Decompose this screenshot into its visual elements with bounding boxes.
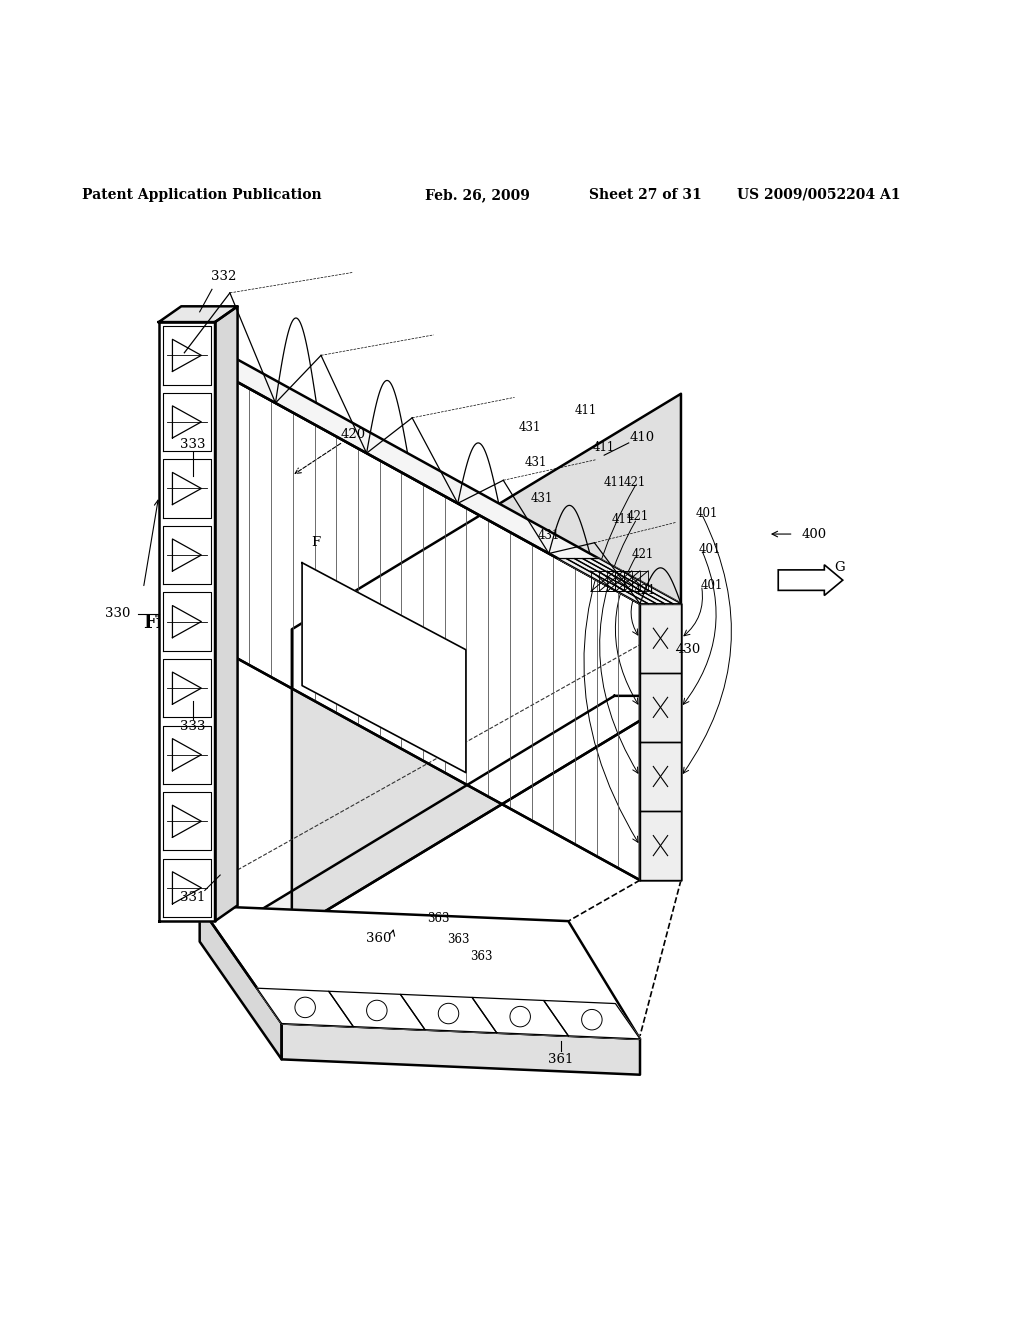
- Text: 363: 363: [447, 933, 470, 946]
- Text: 401: 401: [695, 507, 718, 520]
- Polygon shape: [640, 742, 681, 810]
- Polygon shape: [215, 306, 238, 921]
- Text: 333: 333: [180, 721, 205, 733]
- Text: 401: 401: [698, 543, 721, 556]
- Text: 411: 411: [611, 513, 634, 527]
- Polygon shape: [640, 810, 681, 880]
- Text: 400: 400: [802, 528, 826, 541]
- Polygon shape: [302, 562, 466, 772]
- Text: G: G: [835, 561, 845, 574]
- Polygon shape: [159, 306, 238, 322]
- Polygon shape: [574, 558, 665, 603]
- Text: 363: 363: [427, 912, 450, 924]
- Text: 332: 332: [211, 269, 236, 282]
- Polygon shape: [558, 558, 648, 603]
- Text: 411: 411: [593, 441, 615, 454]
- Text: 431: 431: [530, 492, 553, 504]
- Text: Patent Application Publication: Patent Application Publication: [82, 187, 322, 202]
- Text: 333: 333: [180, 438, 205, 451]
- Text: Fig.32: Fig.32: [143, 614, 207, 632]
- Polygon shape: [163, 459, 211, 517]
- Polygon shape: [225, 696, 681, 932]
- Text: 411: 411: [574, 404, 597, 417]
- Polygon shape: [159, 322, 215, 921]
- Polygon shape: [163, 593, 211, 651]
- Polygon shape: [200, 906, 282, 1060]
- Text: 360: 360: [367, 932, 391, 945]
- Polygon shape: [329, 991, 425, 1030]
- Polygon shape: [163, 726, 211, 784]
- Polygon shape: [282, 1023, 640, 1074]
- Text: 401: 401: [700, 578, 723, 591]
- Text: 431: 431: [518, 421, 541, 434]
- Polygon shape: [583, 558, 673, 603]
- Polygon shape: [591, 558, 681, 603]
- Polygon shape: [163, 525, 211, 585]
- Text: 410: 410: [630, 432, 654, 445]
- Polygon shape: [292, 393, 681, 932]
- Polygon shape: [163, 659, 211, 717]
- Text: US 2009/0052204 A1: US 2009/0052204 A1: [737, 187, 901, 202]
- Polygon shape: [640, 603, 681, 673]
- Text: 331: 331: [180, 891, 205, 904]
- Polygon shape: [184, 352, 640, 880]
- Text: 430: 430: [676, 643, 700, 656]
- Text: 330: 330: [105, 607, 130, 620]
- Text: 431: 431: [538, 528, 560, 541]
- Polygon shape: [257, 989, 353, 1027]
- Text: Sheet 27 of 31: Sheet 27 of 31: [589, 187, 701, 202]
- Text: F: F: [311, 536, 319, 549]
- Polygon shape: [184, 352, 681, 603]
- Polygon shape: [566, 558, 656, 603]
- Text: 411: 411: [603, 477, 626, 490]
- Polygon shape: [640, 603, 681, 880]
- Polygon shape: [472, 998, 568, 1036]
- Text: 421: 421: [624, 477, 646, 490]
- Polygon shape: [640, 673, 681, 742]
- Polygon shape: [163, 326, 211, 384]
- Polygon shape: [400, 994, 497, 1032]
- FancyArrow shape: [778, 565, 843, 595]
- Text: Feb. 26, 2009: Feb. 26, 2009: [425, 187, 529, 202]
- Polygon shape: [163, 393, 211, 451]
- Polygon shape: [163, 858, 211, 917]
- Text: 421: 421: [632, 548, 654, 561]
- Text: 361: 361: [549, 1053, 573, 1065]
- Polygon shape: [200, 906, 640, 1039]
- Text: 421: 421: [634, 583, 656, 597]
- Polygon shape: [163, 792, 211, 850]
- Text: 363: 363: [470, 950, 493, 964]
- Text: 431: 431: [524, 455, 547, 469]
- Text: 421: 421: [627, 510, 649, 523]
- Polygon shape: [544, 1001, 640, 1039]
- Text: 420: 420: [341, 428, 366, 441]
